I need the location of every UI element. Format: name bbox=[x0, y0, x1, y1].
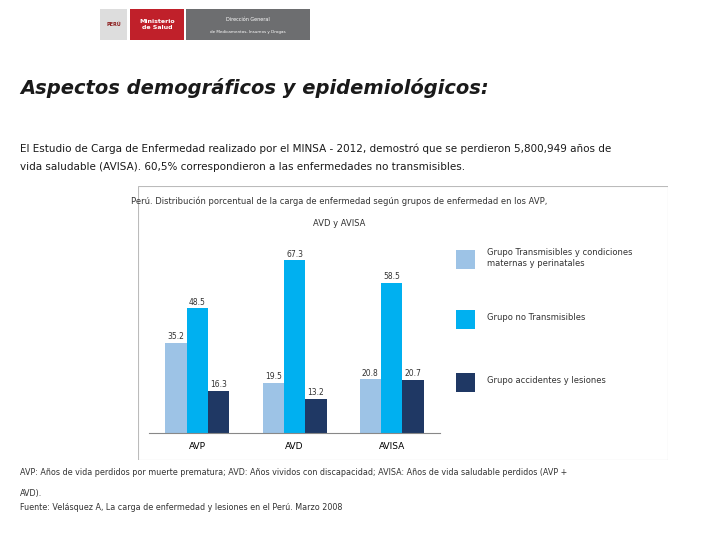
FancyBboxPatch shape bbox=[100, 9, 127, 40]
FancyBboxPatch shape bbox=[456, 373, 475, 392]
Text: Fuente: Velásquez A, La carga de enfermedad y lesiones en el Perú. Marzo 2008: Fuente: Velásquez A, La carga de enferme… bbox=[20, 503, 343, 512]
Bar bbox=[381, 283, 402, 433]
Text: AVP: Años de vida perdidos por muerte prematura; AVD: Años vividos con discapaci: AVP: Años de vida perdidos por muerte pr… bbox=[20, 468, 567, 477]
FancyBboxPatch shape bbox=[456, 250, 475, 269]
Text: 67.3: 67.3 bbox=[286, 249, 303, 259]
Text: de Medicamentos, Insumos y Drogas: de Medicamentos, Insumos y Drogas bbox=[210, 30, 286, 35]
Text: Dirección General: Dirección General bbox=[226, 17, 270, 22]
Text: 20.8: 20.8 bbox=[362, 369, 379, 377]
Bar bbox=[402, 380, 424, 433]
Text: PERÚ: PERÚ bbox=[107, 22, 121, 27]
Bar bbox=[166, 342, 186, 433]
Bar bbox=[305, 399, 327, 433]
FancyBboxPatch shape bbox=[456, 310, 475, 329]
FancyBboxPatch shape bbox=[186, 9, 310, 40]
FancyBboxPatch shape bbox=[138, 186, 668, 460]
Text: AVD).: AVD). bbox=[20, 489, 42, 498]
Text: 16.3: 16.3 bbox=[210, 380, 228, 389]
Text: vida saludable (AVISA). 60,5% correspondieron a las enfermedades no transmisible: vida saludable (AVISA). 60,5% correspond… bbox=[20, 162, 465, 172]
Text: Grupo accidentes y lesiones: Grupo accidentes y lesiones bbox=[487, 376, 606, 386]
Text: Ministerio
de Salud: Ministerio de Salud bbox=[139, 19, 175, 30]
Text: 19.5: 19.5 bbox=[265, 372, 282, 381]
Text: Aspectos demográficos y epidemiológicos:: Aspectos demográficos y epidemiológicos: bbox=[20, 78, 489, 98]
Text: 20.7: 20.7 bbox=[405, 369, 421, 378]
Text: Grupo Transmisibles y condiciones
maternas y perinatales: Grupo Transmisibles y condiciones matern… bbox=[487, 248, 632, 268]
Bar bbox=[208, 391, 230, 433]
Text: AVD y AVISA: AVD y AVISA bbox=[313, 219, 366, 228]
Bar bbox=[263, 383, 284, 433]
Text: El Estudio de Carga de Enfermedad realizado por el MINSA - 2012, demostró que se: El Estudio de Carga de Enfermedad realiz… bbox=[20, 143, 611, 153]
Bar bbox=[360, 380, 381, 433]
Bar bbox=[186, 308, 208, 433]
Text: 58.5: 58.5 bbox=[383, 272, 400, 281]
Text: Grupo no Transmisibles: Grupo no Transmisibles bbox=[487, 313, 585, 322]
FancyBboxPatch shape bbox=[130, 9, 184, 40]
Text: 35.2: 35.2 bbox=[168, 332, 184, 341]
Text: 48.5: 48.5 bbox=[189, 298, 206, 307]
Text: 13.2: 13.2 bbox=[307, 388, 324, 397]
Bar bbox=[284, 260, 305, 433]
Text: Perú. Distribución porcentual de la carga de enfermedad según grupos de enfermed: Perú. Distribución porcentual de la carg… bbox=[132, 197, 548, 206]
